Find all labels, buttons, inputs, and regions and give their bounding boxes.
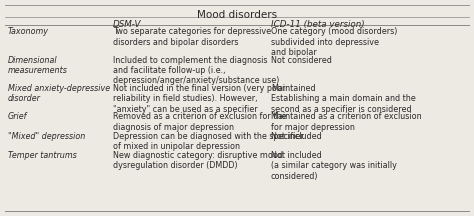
- Text: Dimensional
measurements: Dimensional measurements: [8, 56, 67, 75]
- Text: Removed as a criterion of exclusion for the
diagnosis of major depression: Removed as a criterion of exclusion for …: [113, 112, 286, 132]
- Text: New diagnostic category: disruptive mood
dysregulation disorder (DMDD): New diagnostic category: disruptive mood…: [113, 151, 283, 170]
- Text: Not included: Not included: [271, 132, 322, 141]
- Text: Not considered: Not considered: [271, 56, 332, 65]
- Text: Mixed anxiety-depressive
disorder: Mixed anxiety-depressive disorder: [8, 84, 109, 103]
- Text: "Mixed" depression: "Mixed" depression: [8, 132, 85, 141]
- Text: Grief: Grief: [8, 112, 27, 121]
- Text: Two separate categories for depressive
disorders and bipolar disorders: Two separate categories for depressive d…: [113, 27, 271, 47]
- Text: Temper tantrums: Temper tantrums: [8, 151, 76, 160]
- Text: Included to complement the diagnosis
and facilitate follow-up (i.e.,
depression/: Included to complement the diagnosis and…: [113, 56, 279, 85]
- Text: Not included in the final version (very poor
reliability in field studies). Howe: Not included in the final version (very …: [113, 84, 285, 114]
- Text: DSM-V: DSM-V: [113, 20, 141, 29]
- Text: Not included
(a similar category was initially
considered): Not included (a similar category was ini…: [271, 151, 397, 181]
- Text: One category (mood disorders)
subdivided into depressive
and bipolar: One category (mood disorders) subdivided…: [271, 27, 397, 57]
- Text: Maintained as a criterion of exclusion
for major depression: Maintained as a criterion of exclusion f…: [271, 112, 421, 132]
- Text: ICD-11 (beta version): ICD-11 (beta version): [271, 20, 365, 29]
- Text: Maintained
Establishing a main domain and the
second as a specifier is considere: Maintained Establishing a main domain an…: [271, 84, 416, 114]
- Text: Depression can be diagnosed with the specifier
of mixed in unipolar depression: Depression can be diagnosed with the spe…: [113, 132, 304, 151]
- Text: Mood disorders: Mood disorders: [197, 10, 277, 20]
- Text: Taxonomy: Taxonomy: [8, 27, 48, 36]
